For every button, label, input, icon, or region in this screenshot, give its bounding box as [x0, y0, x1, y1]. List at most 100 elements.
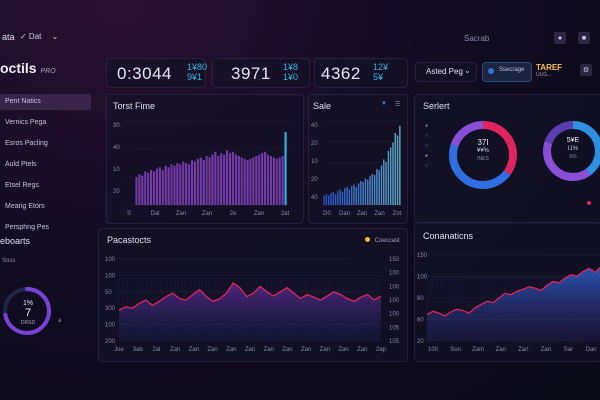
y-tick: 100 [389, 312, 400, 318]
y-tick: 50 [105, 290, 112, 296]
y-tick: 100 [389, 298, 400, 304]
y-tick: 100 [417, 275, 428, 281]
x-tick: 2al [152, 347, 160, 353]
y-tick: 40 [113, 145, 120, 151]
stat-value: 0:3044 [117, 64, 172, 83]
sidebar-item[interactable]: Mearig Etors [5, 203, 45, 210]
bar [150, 170, 153, 205]
bar [240, 157, 243, 205]
settings-icon[interactable]: ⚙ [580, 64, 592, 76]
bar [223, 154, 226, 205]
bar [147, 172, 150, 205]
y-tick: 60 [417, 318, 424, 324]
stat-sub: 1¥8 [283, 62, 299, 72]
bar [228, 153, 232, 205]
x-tick: Sar [564, 347, 573, 353]
y-tick: 105 [389, 339, 400, 345]
bar [208, 157, 211, 205]
bar [179, 164, 182, 205]
search-label: Sacrab [464, 34, 490, 43]
bar [369, 176, 371, 205]
bar [261, 153, 264, 205]
bar [170, 164, 173, 205]
search-field[interactable]: Sacrab [464, 34, 489, 43]
sort-icon[interactable]: ▼ [381, 101, 387, 107]
x-tick: 2at [281, 211, 290, 217]
y-tick: 100 [389, 271, 400, 277]
gauge-line3: DRSD [20, 320, 36, 326]
bar [348, 189, 351, 205]
stat-card-1[interactable]: 0:3044 1¥80 9¥1 [106, 58, 207, 88]
bar [353, 184, 355, 205]
x-tick: Zan [496, 347, 506, 353]
stat-card-3[interactable]: 4362 12¥ 5¥ [314, 58, 408, 88]
x-tick: Joe [114, 347, 124, 353]
connections-panel: Conanaticns 150 100 60 60 20 100 Son Zam Zan Zan Z… [414, 222, 600, 362]
sidebar-item[interactable]: Vernics Pega [5, 119, 47, 126]
reports-sub: Soss [2, 258, 16, 264]
page-select[interactable]: Asted Peg ⌄ [415, 62, 477, 82]
sidebar-item[interactable]: Pent Natics [0, 94, 91, 110]
bar [220, 153, 223, 205]
x-tick: Zan [282, 347, 292, 353]
y-tick: 60 [417, 296, 424, 302]
segment-panel: Serlert ● ○ ○ ● ○ 37I ¥¥% INES 5¥E I1% 5… [414, 94, 600, 224]
gauge-label: 1% 7 DRSD [10, 300, 46, 327]
bar [199, 157, 202, 205]
x-tick: Son [450, 347, 461, 353]
bar [399, 125, 401, 205]
date-selector[interactable]: ✓ Dat ⌄ [20, 32, 58, 41]
donut1-label: 37I ¥¥% INES [463, 139, 503, 163]
x-tick: Zan [189, 347, 199, 353]
x-tick: Zan [245, 347, 255, 353]
x-tick: Zan [176, 211, 186, 217]
bar [173, 165, 176, 205]
bar [138, 174, 141, 205]
traffic-panel: Torst Fime 30 40 10 20 S Dal Zan Zan 2e Zan 2at [106, 94, 304, 224]
donut-slice [449, 121, 517, 189]
sidebar-item[interactable]: Esros Pacling [5, 140, 48, 147]
sidebar-item[interactable]: Persphng Pes [5, 224, 49, 231]
stat-card-2[interactable]: 3971 1¥8 1¥0 [212, 58, 310, 88]
donut2-line1: 5¥E [566, 137, 580, 144]
area-fill [427, 267, 600, 341]
gauge-line1: 1% [22, 300, 34, 307]
bar [243, 158, 246, 205]
bar [258, 154, 261, 205]
x-tick: Dal [150, 211, 159, 217]
bar [226, 150, 229, 205]
brand-tag: TAREF UUG... [536, 63, 562, 78]
stat-value: 4362 [321, 64, 361, 83]
bar [246, 160, 249, 205]
notification-icon[interactable]: ■ [578, 32, 590, 44]
y-tick: 100 [105, 273, 116, 279]
y-tick: 20 [113, 189, 120, 195]
bar [135, 177, 138, 205]
donut1-line2: ¥¥% [476, 148, 489, 154]
sidebar-item[interactable]: Auld Ptels [5, 161, 37, 168]
bar [205, 156, 208, 205]
bar [278, 157, 281, 205]
menu-icon[interactable]: ☰ [395, 102, 401, 108]
user-icon[interactable]: ● [554, 32, 566, 44]
x-tick: Zan [202, 211, 212, 217]
bar [249, 158, 252, 205]
sidebar-item[interactable]: Etsel Regs [5, 182, 39, 189]
brand: octils PRO [0, 60, 56, 76]
x-tick: D0 [323, 211, 331, 217]
x-tick: 100 [428, 347, 439, 353]
bar [144, 171, 147, 205]
x-tick: 2e [230, 211, 237, 217]
donut-chart [449, 121, 517, 189]
bar [325, 194, 328, 205]
chevron-down-icon: ⌄ [51, 32, 59, 41]
bar [202, 160, 205, 205]
bar [164, 165, 167, 205]
forecast-panel: Pacastocts Coeccast 100 100 50 300 100 200 150… [98, 228, 408, 362]
filter-button[interactable]: Ssecrage [482, 62, 532, 82]
x-tick: Zan [541, 347, 551, 353]
filter-icon [488, 68, 494, 74]
bar [371, 173, 374, 205]
bar [237, 156, 240, 205]
panel-title: Sale [313, 101, 332, 111]
